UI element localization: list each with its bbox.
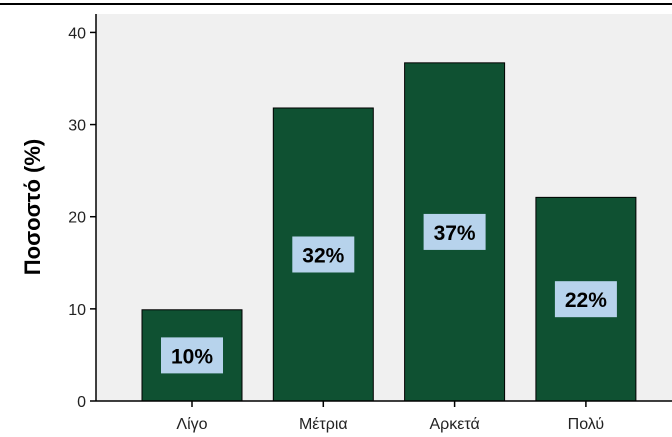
data-label-box: [292, 236, 355, 273]
data-label-box: [161, 337, 223, 374]
data-label-text: 37%: [434, 222, 476, 245]
data-label: 32%: [292, 236, 355, 273]
y-tick-label: 0: [77, 394, 86, 411]
data-label-box: [423, 213, 486, 250]
bars: [141, 62, 637, 402]
x-tick-label: Πολύ: [568, 416, 605, 433]
data-label: 10%: [161, 337, 223, 374]
data-label: 37%: [423, 213, 486, 250]
y-tick-label: 30: [68, 118, 86, 135]
x-axis-ticks: Λίγο Μέτρια Αρκετά Πολύ: [176, 401, 604, 433]
x-tick-label: Αρκετά: [429, 416, 479, 433]
bar: [141, 309, 243, 402]
y-axis-label: Ποσοστό (%): [20, 139, 45, 275]
data-label-text: 22%: [565, 289, 607, 312]
data-label-text: 10%: [171, 345, 213, 368]
y-axis-ticks: 0 10 20 30 40: [68, 25, 96, 411]
x-tick-label: Μέτρια: [299, 416, 348, 433]
data-label: 22%: [554, 281, 617, 318]
data-labels: 10% 32% 37% 22%: [161, 213, 617, 374]
y-tick-label: 40: [68, 25, 86, 42]
y-tick-label: 10: [68, 302, 86, 319]
x-tick-label: Λίγο: [176, 416, 207, 433]
data-label-text: 32%: [302, 244, 344, 267]
data-label-box: [554, 281, 617, 318]
y-tick-label: 20: [68, 210, 86, 227]
